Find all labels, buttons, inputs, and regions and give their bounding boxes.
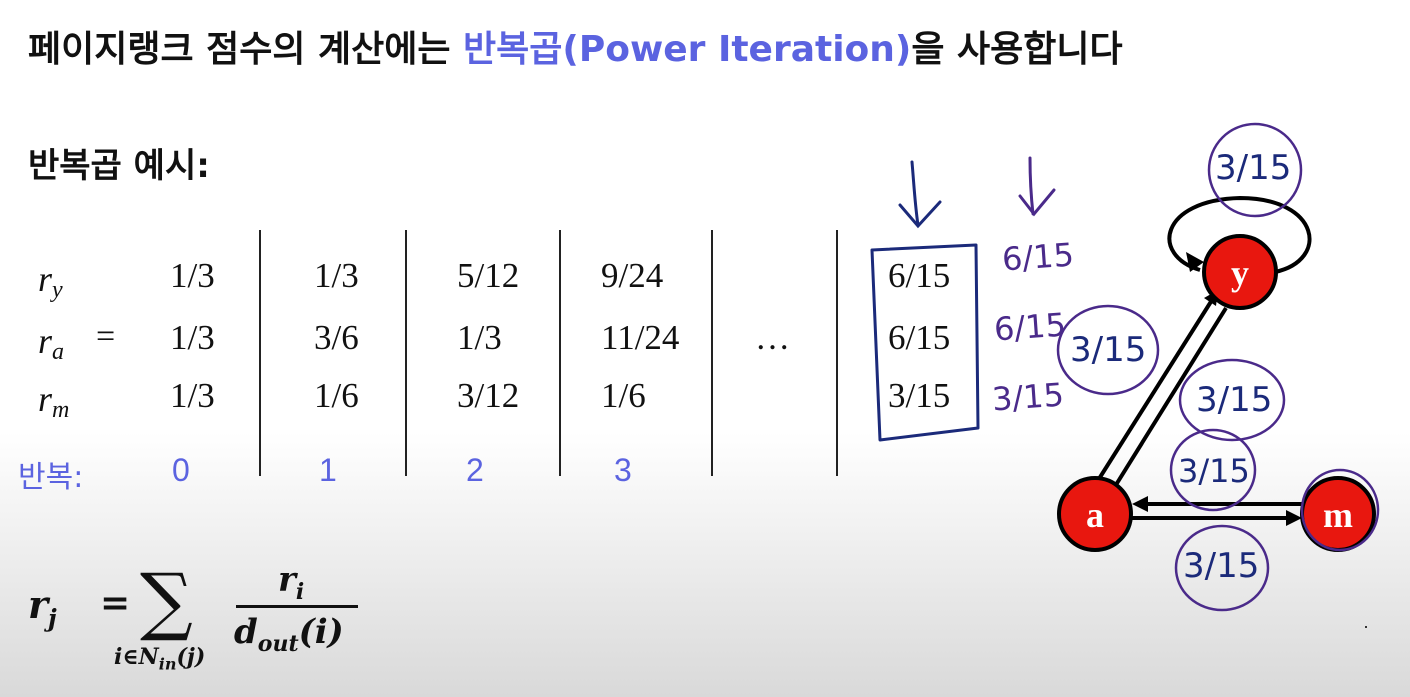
svg-text:m: m [1323, 495, 1353, 535]
fraction-bar [236, 605, 358, 608]
cell-c2-ry: 5/12 [457, 256, 520, 295]
cell-final-ra: 6/15 [888, 318, 951, 357]
pagerank-formula: rj = ∑ i∈Nin(j) ri dout(i) [28, 558, 388, 680]
iteration-number: 0 [172, 452, 190, 488]
edge-annotation: 3/15 [1196, 380, 1273, 420]
title-suffix: 을 사용합니다 [911, 29, 1123, 70]
row-symbol-rm: rm [38, 379, 70, 423]
node-a: a [1057, 476, 1133, 552]
cell-final-ry: 6/15 [888, 256, 951, 295]
cell-c1-rm: 1/6 [314, 376, 359, 415]
formula-lhs: rj [28, 582, 57, 633]
column-divider [836, 230, 838, 476]
summation-range: i∈Nin(j) [114, 644, 206, 674]
edge-annotation: 3/15 [1070, 330, 1147, 370]
column-divider [405, 230, 407, 476]
cell-c2-rm: 3/12 [457, 376, 520, 415]
formula-numerator: ri [278, 560, 305, 605]
summation-icon: ∑ [140, 558, 193, 644]
cell-c3-ry: 9/24 [601, 256, 664, 295]
graph-edges [1095, 195, 1312, 526]
down-arrow-icon [1018, 156, 1056, 217]
formula-equals: = [100, 582, 131, 624]
cell-final-rm: 3/15 [888, 376, 951, 415]
iteration-number: 3 [614, 452, 632, 488]
equals-sign: = [96, 318, 116, 355]
cell-c0-rm: 1/3 [170, 376, 215, 415]
formula-denominator: dout(i) [234, 612, 344, 657]
iteration-label: 반복: [18, 460, 84, 495]
cell-c3-rm: 1/6 [601, 376, 646, 415]
page-title: 페이지랭크 점수의 계산에는 반복곱(Power Iteration)을 사용합… [28, 20, 1123, 72]
arrowhead-icon [1186, 252, 1204, 272]
title-highlight: 반복곱(Power Iteration) [463, 29, 912, 70]
row-symbol-ra: ra [38, 321, 65, 365]
example-heading: 반복곱 예시: [28, 146, 210, 186]
edge-a-to-y [1095, 298, 1214, 484]
edge-annotation: 3/15 [1178, 452, 1250, 490]
cell-c2-ra: 1/3 [457, 318, 502, 357]
handwritten-value: 6/15 [1000, 235, 1076, 279]
cell-c1-ra: 3/6 [314, 318, 359, 357]
cell-c0-ra: 1/3 [170, 318, 215, 357]
highlight-box [870, 243, 980, 442]
node-y: y [1202, 234, 1278, 310]
edge-annotation: 3/15 [1183, 546, 1260, 586]
handwritten-value: 3/15 [990, 375, 1066, 419]
svg-text:y: y [1231, 253, 1249, 293]
column-divider [711, 230, 713, 476]
column-divider [559, 230, 561, 476]
edge-annotation: 3/15 [1215, 148, 1292, 188]
cell-c0-ry: 1/3 [170, 256, 215, 295]
cell-c3-ra: 11/24 [601, 318, 680, 357]
arrowhead-icon [1286, 510, 1302, 526]
edge-y-to-a [1112, 306, 1228, 490]
ellipsis: … [755, 318, 790, 357]
iteration-number: 1 [319, 452, 337, 488]
arrowhead-icon [1132, 496, 1148, 512]
column-divider [259, 230, 261, 476]
self-loop-edge [1167, 195, 1312, 274]
cell-c1-ry: 1/3 [314, 256, 359, 295]
title-prefix: 페이지랭크 점수의 계산에는 [28, 29, 464, 70]
svg-text:a: a [1086, 495, 1104, 535]
iteration-number: 2 [466, 452, 484, 488]
annotation-circles [1056, 122, 1380, 612]
row-symbol-ry: ry [38, 259, 63, 303]
pointer-dot [1365, 626, 1367, 628]
down-arrow-icon [898, 160, 942, 229]
handwritten-value: 6/15 [992, 305, 1068, 349]
